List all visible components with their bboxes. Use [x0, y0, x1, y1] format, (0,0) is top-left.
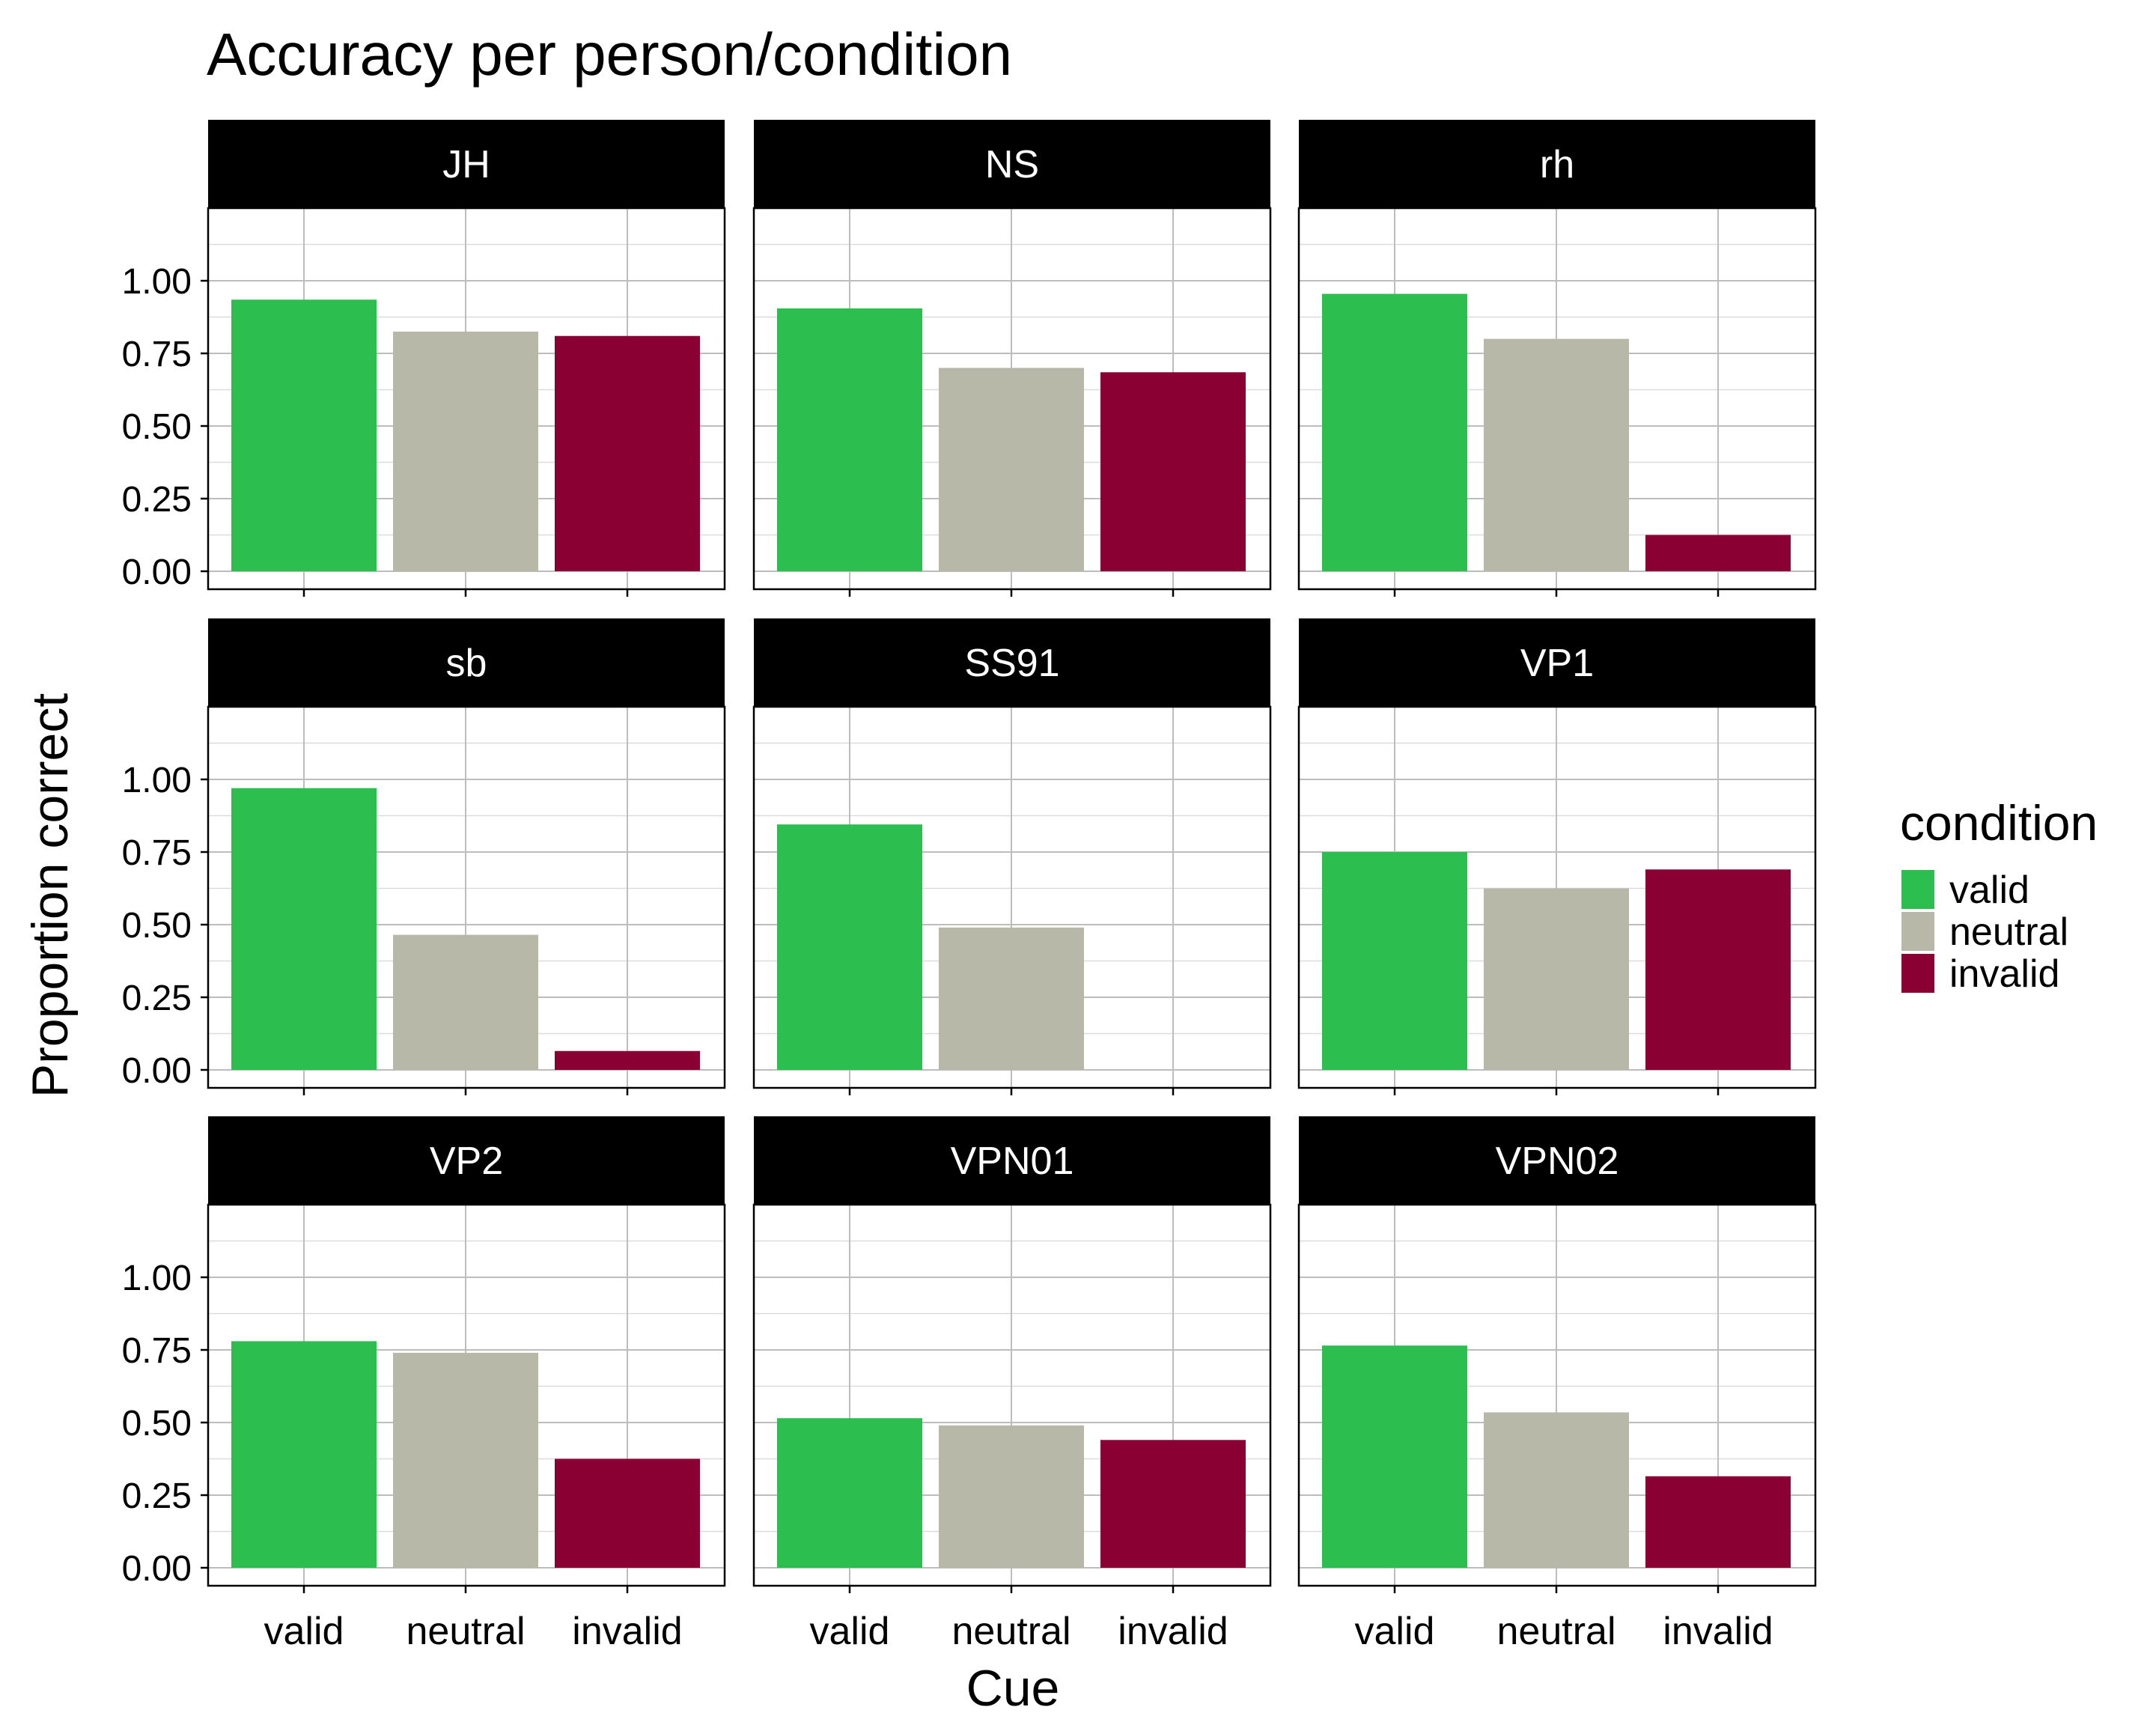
legend-label-valid: valid — [1949, 868, 2029, 912]
y-tick-label: 0.75 — [122, 1331, 192, 1371]
facet-label: VPN02 — [1496, 1140, 1619, 1183]
bar-rh-invalid — [1645, 535, 1791, 571]
facet-strip — [208, 1116, 725, 1205]
bar-NS-valid — [777, 308, 922, 571]
y-tick-label: 0.00 — [122, 1549, 192, 1589]
bar-sb-valid — [231, 788, 377, 1070]
x-tick-label: invalid — [572, 1610, 682, 1653]
bar-NS-invalid — [1100, 372, 1246, 571]
facet-strip — [208, 618, 725, 707]
facet-strip — [1299, 618, 1815, 707]
bar-rh-neutral — [1484, 338, 1629, 571]
bar-VPN01-invalid — [1100, 1440, 1246, 1568]
bar-VP1-valid — [1322, 852, 1467, 1070]
y-tick-label: 1.00 — [122, 1259, 192, 1298]
bar-VPN02-neutral — [1484, 1412, 1629, 1568]
bar-sb-invalid — [555, 1050, 700, 1070]
legend-key-invalid — [1901, 954, 1934, 993]
y-tick-label: 0.75 — [122, 335, 192, 374]
facet-panel-NS: NS — [752, 120, 1272, 597]
bar-VPN02-invalid — [1645, 1476, 1791, 1568]
bar-VP2-valid — [231, 1341, 377, 1568]
x-tick-label: invalid — [1663, 1610, 1773, 1653]
x-tick-label: neutral — [406, 1610, 526, 1653]
y-tick-label: 0.25 — [122, 1476, 192, 1516]
bar-VP1-neutral — [1484, 888, 1629, 1070]
bar-VP2-invalid — [555, 1458, 700, 1568]
bar-VPN01-valid — [777, 1418, 922, 1568]
bar-JH-neutral — [393, 331, 538, 571]
bar-rh-valid — [1322, 293, 1467, 571]
facet-panels: JH 0.00 0.25 0.50 0.75 1.00 NS rh sb 0.00 0.25 0.50… — [122, 120, 1817, 1653]
facet-panel-VP2: VP2 0.00 0.25 0.50 0.75 1.00 valid neutral inval… — [122, 1116, 726, 1653]
y-tick-label: 0.00 — [122, 553, 192, 592]
legend-key-neutral — [1901, 912, 1934, 951]
legend-label-invalid: invalid — [1949, 952, 2059, 996]
legend-label-neutral: neutral — [1949, 910, 2068, 954]
facet-label: SS91 — [964, 642, 1059, 685]
facet-label: VP1 — [1520, 642, 1594, 685]
bar-VPN02-valid — [1322, 1345, 1467, 1568]
facet-panel-VP1: VP1 — [1297, 618, 1817, 1095]
facet-panel-VPN01: VPN01 valid neutral invalid — [752, 1116, 1272, 1653]
legend-title: condition — [1900, 795, 2098, 851]
y-tick-label: 1.00 — [122, 262, 192, 302]
y-tick-label: 0.50 — [122, 1404, 192, 1443]
y-tick-label: 0.25 — [122, 979, 192, 1018]
facet-label: NS — [985, 143, 1039, 186]
facet-label: sb — [446, 642, 487, 685]
y-tick-label: 0.25 — [122, 480, 192, 520]
bar-VP2-neutral — [393, 1352, 538, 1568]
facet-label: JH — [442, 143, 490, 186]
chart-title: Accuracy per person/condition — [207, 21, 1012, 88]
facet-strip — [208, 120, 725, 208]
bar-sb-neutral — [393, 934, 538, 1070]
y-tick-label: 0.50 — [122, 906, 192, 946]
y-tick-label: 0.50 — [122, 407, 192, 447]
x-tick-label: neutral — [952, 1610, 1071, 1653]
bar-JH-valid — [231, 299, 377, 571]
bar-NS-neutral — [939, 368, 1084, 571]
bar-SS91-neutral — [939, 927, 1084, 1070]
x-tick-label: invalid — [1118, 1610, 1228, 1653]
bar-VPN01-neutral — [939, 1425, 1084, 1568]
x-tick-label: valid — [1355, 1610, 1435, 1653]
x-tick-label: neutral — [1497, 1610, 1616, 1653]
facet-panel-sb: sb 0.00 0.25 0.50 0.75 1.00 — [122, 618, 726, 1095]
facet-panel-rh: rh — [1297, 120, 1817, 597]
y-tick-label: 0.75 — [122, 833, 192, 873]
legend-key-valid — [1901, 870, 1934, 909]
facet-strip — [1299, 120, 1815, 208]
bar-JH-invalid — [555, 335, 700, 571]
facet-label: VPN01 — [951, 1140, 1074, 1183]
bar-SS91-valid — [777, 824, 922, 1070]
y-tick-label: 1.00 — [122, 761, 192, 800]
facet-panel-VPN02: VPN02 valid neutral invalid — [1297, 1116, 1817, 1653]
facet-label: VP2 — [430, 1140, 503, 1183]
facet-strip — [754, 618, 1270, 707]
facet-strip — [754, 1116, 1270, 1205]
y-tick-label: 0.00 — [122, 1051, 192, 1091]
facet-panel-JH: JH 0.00 0.25 0.50 0.75 1.00 — [122, 120, 726, 597]
facet-strip — [1299, 1116, 1815, 1205]
facet-panel-SS91: SS91 — [752, 618, 1272, 1095]
x-tick-label: valid — [810, 1610, 890, 1653]
x-axis-title: Cue — [966, 1660, 1060, 1717]
x-tick-label: valid — [264, 1610, 344, 1653]
bar-VP1-invalid — [1645, 869, 1791, 1070]
facet-label: rh — [1540, 143, 1574, 186]
y-axis-title: Proportion correct — [22, 693, 79, 1098]
facet-strip — [754, 120, 1270, 208]
